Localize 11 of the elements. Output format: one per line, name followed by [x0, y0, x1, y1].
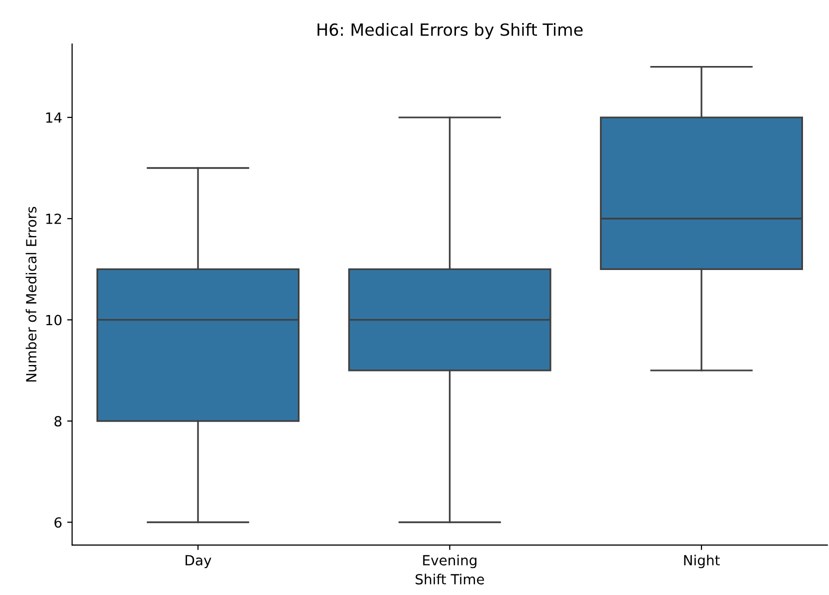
y-tick-label: 6 [54, 517, 62, 528]
y-axis-title: Number of Medical Errors [26, 206, 36, 382]
x-tick-label: Evening [423, 554, 476, 568]
y-tick-label: 10 [46, 314, 62, 326]
y-tick-label: 14 [46, 112, 62, 123]
y-tick-label: 12 [46, 214, 62, 224]
x-tick-label: Night [684, 554, 720, 568]
x-tick-label: Day [186, 555, 212, 568]
y-tick-label: 8 [54, 416, 62, 427]
chart-title: H6: Medical Errors by Shift Time [318, 23, 583, 40]
x-axis-title: Shift Time [416, 574, 484, 584]
